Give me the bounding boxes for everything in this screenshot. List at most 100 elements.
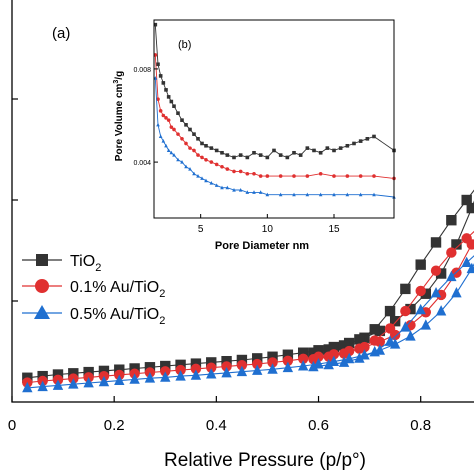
0-5-au-tio2-adsorption-point [114,374,125,386]
inset-axis-ticks: 5 10 15 0.004 0.008 [133,67,340,235]
tio2-adsorption-point [435,268,447,279]
0-1-au-tio2-desorption-point [323,351,334,362]
tio2-desorption-point [446,215,457,226]
inset-0-5-au-tio2-point [166,148,171,152]
inset-0-5-au-tio2-point [278,192,283,197]
tio2-adsorption-point [420,288,432,299]
legend-entry-05-au-tio2: 0.5% Au/TiO2 [22,305,165,327]
inset-x-tick-label: 10 [262,224,274,235]
legend-label-01-au: 0.1% Au/TiO2 [70,279,165,300]
inset-tio2-point [252,150,256,155]
0-5-au-tio2-desorption-point [354,352,365,363]
0-5-au-tio2-desorption-point [323,358,334,370]
inset-tio2-point [180,118,184,122]
0-1-au-tio2-adsorption-point [175,364,186,376]
inset-0-1-au-tio2-point [238,169,243,174]
x-tick-label: 0.6 [308,417,329,434]
x-tick-label: 0.4 [206,417,227,434]
inset-panel-label: (b) [178,39,191,51]
legend: TiO2 0.1% Au/TiO2 0.5% Au/TiO2 [22,253,165,327]
inset-0-1-au-tio2-point [156,97,160,101]
inset-0-1-au-tio2-point [164,116,168,120]
tio2-desorption-point [338,340,350,351]
0-5-au-tio2-adsorption-point [83,377,94,388]
inset-tio2-point [153,22,158,27]
0-1-au-tio2-desorption-point [400,305,411,317]
inset-0-5-au-tio2-point [188,167,192,171]
inset-tio2-point [220,150,224,155]
inset-tio2-point [196,137,200,141]
inset-0-1-au-tio2-point [220,164,224,169]
tio2-adsorption-point [221,355,232,367]
inset-tio2-point [245,155,250,160]
inset-0-5-au-tio2-point [220,185,224,190]
main-panel-label: (a) [52,25,70,42]
inset-0-5-au-tio2-point [196,174,200,178]
inset-tio2-point [225,153,230,157]
0-1-au-tio2-desorption-point [354,343,365,354]
tio2-desorption-point [323,344,334,355]
0-1-au-tio2-desorption-point [415,285,426,297]
inset-tio2-point [200,141,204,146]
inset-0-1-au-tio2-point [345,174,350,178]
0-1-au-tio2-adsorption-point [252,358,263,370]
0-5-au-tio2-adsorption-point [420,319,432,330]
0-1-au-tio2-desorption-point [384,323,396,334]
0-5-au-tio2-desorption-point [369,345,380,357]
0-5-au-tio2-adsorption-point [267,363,278,374]
inset-tio2-point [164,88,168,92]
0-1-au-tio2-adsorption-point [190,363,202,375]
0-5-au-tio2-adsorption-point [22,381,33,393]
inset-tio2-point [188,127,192,132]
inset-tio2-point [258,153,263,157]
x-tick-label: 0.2 [104,417,125,434]
inset-plot-area [153,22,396,199]
inset-0-1-au-tio2-point [232,169,236,174]
0-5-au-tio2-adsorption-point [206,368,217,379]
0-1-au-tio2-desorption-point [338,348,350,359]
inset-tio2-point [238,153,243,157]
inset-0-5-au-tio2-point [172,153,176,157]
inset-0-5-au-tio2-point [169,150,174,155]
0-1-au-tio2-adsorption-point [267,357,278,368]
inset-0-1-au-tio2-point [209,160,214,164]
inset-0-5-au-tio2-point [180,160,184,164]
inset-0-5-au-tio2-point [209,180,214,185]
inset-y-axis-label: Pore Volume cm3/g [113,71,125,161]
inset-tio2-point [209,146,214,150]
0-5-au-tio2-desorption-point [415,303,426,315]
tio2-adsorption-point [144,362,156,373]
0-5-au-tio2-desorption-point [338,356,350,367]
inset-0-1-au-tio2-point [332,174,336,178]
inset-tio2-point [278,153,283,157]
main-axis-ticks: 0 0.2 0.4 0.6 0.8 [8,98,431,434]
legend-label-05-au: 0.5% Au/TiO2 [70,306,165,327]
0-1-au-tio2-adsorption-point [282,355,294,366]
tio2-adsorption-point [175,359,186,371]
inset-0-1-au-tio2-point [158,109,163,113]
inset-0-5-au-tio2-point [372,192,376,197]
tio2-adsorption-point [160,360,171,372]
0-5-au-tio2-desorption-point [308,360,319,372]
inset-0-1-au-tio2-point [192,148,196,153]
tio2-adsorption-point [405,303,416,315]
inset-tio2-point [292,150,296,155]
0-5-au-tio2-desorption-point [430,286,442,298]
tio2-adsorption-point [83,366,94,378]
tio2-adsorption-point [129,363,140,374]
0-1-au-tio2-desorption-point [430,265,442,276]
0-5-au-tio2-adsorption-point [98,375,110,387]
tio2-desorption-point [308,347,319,358]
tio2-adsorption-point [52,369,64,380]
tio2-desorption-point [400,283,411,295]
inset-0-5-au-tio2-point [345,192,350,197]
inset-tio2-point [161,81,166,85]
0-5-au-tio2-desorption-point [461,256,472,268]
inset-x-axis-label: Pore Diameter nm [215,240,309,252]
inset-0-1-au-tio2-point [169,125,174,129]
tio2-adsorption-point [190,358,202,369]
0-1-au-tio2-desorption-point [446,247,457,258]
inset-tio2-point [176,111,180,115]
legend-marker-square [36,254,48,266]
